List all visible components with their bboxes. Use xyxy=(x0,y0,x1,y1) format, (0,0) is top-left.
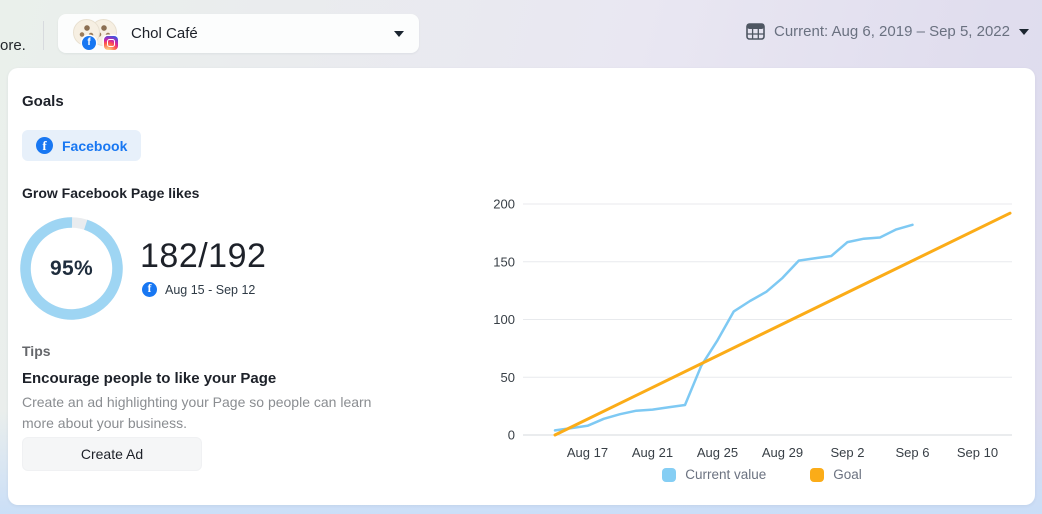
goal-period-label: Aug 15 - Sep 12 xyxy=(165,282,256,297)
x-axis-tick-label: Sep 10 xyxy=(957,445,998,460)
x-axis-tick-label: Aug 25 xyxy=(697,445,738,460)
progress-ring-arc xyxy=(20,217,123,320)
account-selector[interactable]: f Chol Café xyxy=(58,14,419,53)
y-axis-tick-label: 150 xyxy=(493,254,515,269)
y-axis-tick-label: 0 xyxy=(508,428,515,443)
tips-section-label: Tips xyxy=(22,343,51,359)
legend-swatch xyxy=(810,467,825,482)
tip-body-text: Create an ad highlighting your Page so p… xyxy=(22,394,372,431)
create-ad-button[interactable]: Create Ad xyxy=(22,437,202,471)
instagram-badge-icon xyxy=(104,35,118,50)
goal-progress-chart: 0 50 100 150 200 Aug 17 Aug 21 Aug 25 Aug 29 Sep … xyxy=(488,195,1036,497)
tip-heading: Encourage people to like your Page xyxy=(22,370,277,387)
y-axis-tick-label: 100 xyxy=(493,312,515,327)
x-axis-tick-label: Aug 21 xyxy=(632,445,673,460)
goal-period: f Aug 15 - Sep 12 xyxy=(142,282,255,297)
progress-ring-svg xyxy=(20,217,123,320)
date-range-selector[interactable]: Current: Aug 6, 2019 – Sep 5, 2022 xyxy=(746,22,1029,41)
x-axis-tick-label: Sep 2 xyxy=(831,445,865,460)
page-title: Goals xyxy=(22,93,64,110)
chart-legend: Current value Goal xyxy=(488,467,1036,482)
y-axis-tick-label: 50 xyxy=(501,370,515,385)
x-axis-tick-label: Sep 6 xyxy=(896,445,930,460)
legend-label: Current value xyxy=(685,467,767,482)
facebook-network-tab[interactable]: f Facebook xyxy=(22,130,142,161)
facebook-tab-label: Facebook xyxy=(62,137,128,154)
goal-chart-svg: 0 50 100 150 200 Aug 17 Aug 21 Aug 25 Aug 29 Sep … xyxy=(493,197,1012,460)
chevron-down-icon xyxy=(1019,28,1029,35)
progress-ring: 95% xyxy=(19,216,124,321)
legend-label: Goal xyxy=(833,467,862,482)
x-axis-tick-label: Aug 29 xyxy=(762,445,803,460)
account-avatars: f xyxy=(73,18,119,50)
facebook-badge-icon: f xyxy=(82,35,96,50)
legend-item[interactable]: Current value xyxy=(662,467,766,482)
facebook-icon: f xyxy=(142,282,157,297)
progress-value: 182/192 xyxy=(140,237,267,275)
facebook-icon: f xyxy=(36,137,53,154)
top-bar: ore. f Chol Café Current: Aug 6, 2019 – … xyxy=(0,0,1042,68)
series-line-current-value xyxy=(553,223,914,432)
progress-percent-label: 95% xyxy=(50,256,93,280)
x-axis-tick-label: Aug 17 xyxy=(567,445,608,460)
chevron-down-icon xyxy=(394,30,404,37)
date-range-label: Current: Aug 6, 2019 – Sep 5, 2022 xyxy=(773,23,1010,40)
account-name: Chol Café xyxy=(131,25,198,42)
avatar xyxy=(73,18,100,46)
series-line-goal xyxy=(553,211,1012,437)
divider xyxy=(43,21,44,50)
legend-swatch xyxy=(662,467,677,482)
y-axis-tick-label: 200 xyxy=(493,197,515,212)
calendar-icon xyxy=(746,23,765,40)
goal-heading: Grow Facebook Page likes xyxy=(22,185,200,201)
sidebar-truncated-text: ore. xyxy=(0,37,26,54)
goals-card: Goals f Facebook Grow Facebook Page like… xyxy=(8,68,1035,505)
legend-item[interactable]: Goal xyxy=(810,467,862,482)
